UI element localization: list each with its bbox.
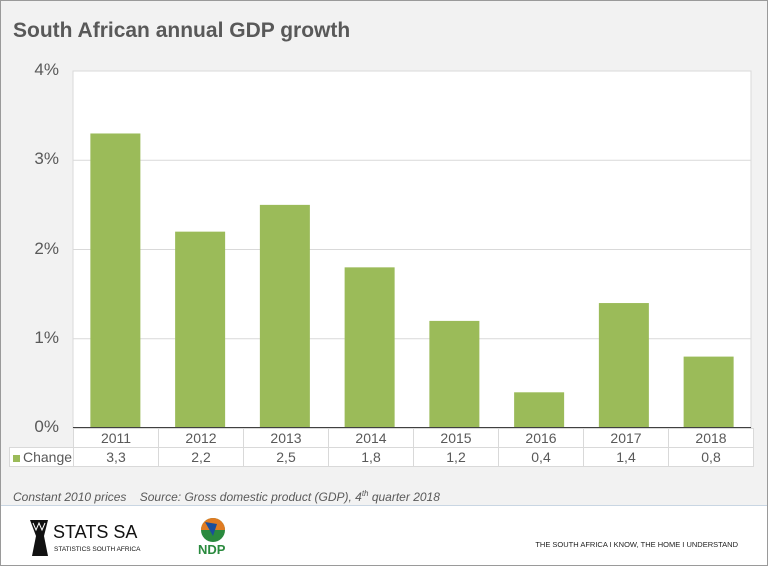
chart-panel: South African annual GDP growth 0% 1% 2% 3%…	[1, 1, 767, 506]
y-tick-label: 1%	[34, 327, 59, 347]
data-label: 3,3	[73, 447, 159, 467]
footnote-suffix: quarter 2018	[368, 490, 440, 504]
bar-2011	[90, 133, 141, 428]
legend-label: Change	[23, 449, 73, 465]
y-tick-label: 0%	[34, 417, 59, 436]
year-row: 2011 2012 2013 2014 2015 2016 2017 2018	[10, 428, 754, 448]
x-tick-label: 2014	[328, 428, 414, 448]
blank-cell	[10, 429, 74, 448]
plot-area	[72, 70, 752, 429]
data-label: 1,8	[328, 447, 414, 467]
x-tick-label: 2016	[498, 428, 584, 448]
x-tick-label: 2011	[73, 428, 159, 448]
data-label: 2,2	[158, 447, 244, 467]
bar-2015	[429, 320, 480, 428]
x-tick-label: 2012	[158, 428, 244, 448]
change-row: Change 3,3 2,2 2,5 1,8 1,2 0,4 1,4 0,8	[9, 447, 754, 467]
x-tick-label: 2017	[583, 428, 669, 448]
tagline: THE SOUTH AFRICA I KNOW, THE HOME I UNDE…	[535, 540, 738, 549]
x-tick-label: 2013	[243, 428, 329, 448]
data-label: 2,5	[243, 447, 329, 467]
bar-2017	[598, 303, 649, 428]
bar-2018	[683, 356, 734, 428]
x-tick-label: 2015	[413, 428, 499, 448]
stats-sa-logo: STATS SA STATISTICS SOUTH AFRICA	[30, 520, 141, 556]
footnote-source: Source: Gross domestic product (GDP), 4	[139, 490, 362, 504]
data-label: 0,4	[498, 447, 584, 467]
y-tick-label: 2%	[34, 238, 59, 258]
bar-2013	[259, 204, 310, 428]
ndp-text: NDP	[198, 542, 226, 556]
data-label: 1,2	[413, 447, 499, 467]
footnote-prices: Constant 2010 prices	[13, 490, 127, 504]
bar-2016	[514, 392, 565, 428]
y-tick-label: 3%	[34, 149, 59, 169]
legend-swatch	[13, 455, 20, 462]
logo-text: STATS SA	[53, 522, 137, 542]
data-label: 0,8	[668, 447, 754, 467]
data-table: 2011 2012 2013 2014 2015 2016 2017 2018 Change 3…	[9, 428, 754, 467]
x-tick-label: 2018	[668, 428, 754, 448]
logo-subtext: STATISTICS SOUTH AFRICA	[54, 546, 141, 553]
footnote-sup: th	[361, 489, 369, 498]
bar-2014	[344, 267, 395, 428]
y-tick-label: 4%	[34, 60, 59, 79]
chart-title: South African annual GDP growth	[13, 19, 351, 42]
ndp-logo: NDP	[198, 518, 226, 556]
bar-2012	[175, 231, 226, 428]
legend-cell: Change	[9, 447, 74, 467]
footnote: Constant 2010 prices Source: Gross domes…	[13, 489, 440, 504]
data-label: 1,4	[583, 447, 669, 467]
